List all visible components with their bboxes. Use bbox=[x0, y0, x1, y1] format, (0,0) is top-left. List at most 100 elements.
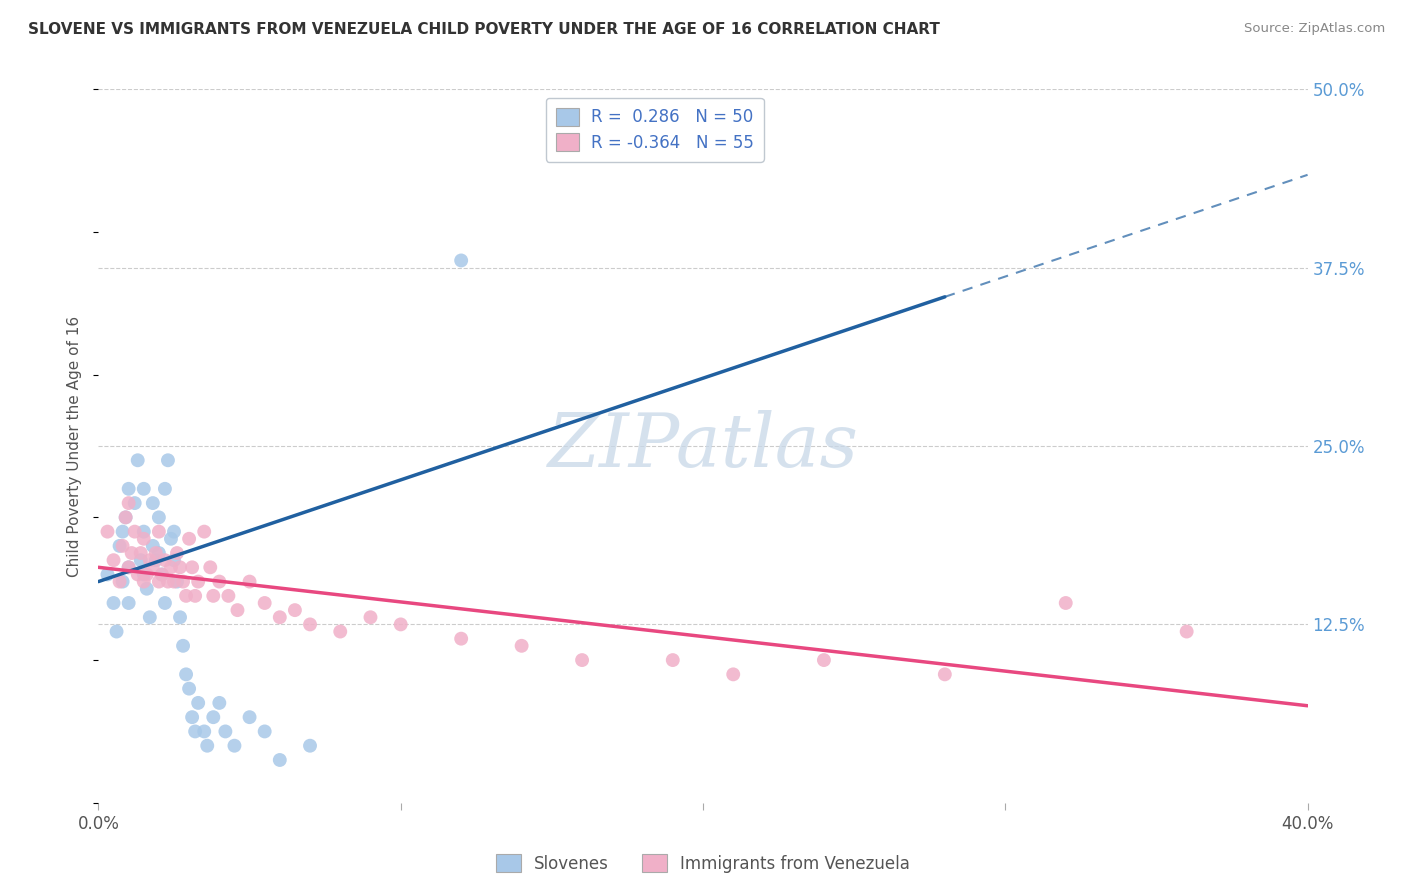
Point bbox=[329, 624, 352, 639]
Point bbox=[200, 560, 222, 574]
Point bbox=[224, 739, 246, 753]
Point bbox=[132, 574, 155, 589]
Point bbox=[813, 653, 835, 667]
Point bbox=[160, 560, 183, 574]
Point bbox=[160, 532, 183, 546]
Point bbox=[127, 453, 149, 467]
Legend: Slovenes, Immigrants from Venezuela: Slovenes, Immigrants from Venezuela bbox=[489, 847, 917, 880]
Point bbox=[111, 524, 134, 539]
Point bbox=[118, 596, 141, 610]
Point bbox=[132, 482, 155, 496]
Point bbox=[202, 589, 225, 603]
Point bbox=[299, 739, 322, 753]
Point bbox=[269, 610, 291, 624]
Point bbox=[1054, 596, 1077, 610]
Point bbox=[179, 532, 201, 546]
Text: ZIPatlas: ZIPatlas bbox=[547, 409, 859, 483]
Point bbox=[96, 524, 118, 539]
Point bbox=[118, 560, 141, 574]
Point bbox=[169, 610, 191, 624]
Point bbox=[103, 553, 125, 567]
Point bbox=[142, 539, 165, 553]
Point bbox=[105, 624, 128, 639]
Point bbox=[723, 667, 745, 681]
Point bbox=[202, 710, 225, 724]
Point bbox=[108, 574, 131, 589]
Point bbox=[139, 610, 162, 624]
Point bbox=[132, 567, 155, 582]
Point bbox=[148, 524, 170, 539]
Point bbox=[150, 567, 173, 582]
Point bbox=[142, 560, 165, 574]
Point bbox=[208, 574, 231, 589]
Point bbox=[172, 639, 194, 653]
Point bbox=[360, 610, 382, 624]
Point bbox=[169, 560, 191, 574]
Point bbox=[571, 653, 593, 667]
Point bbox=[139, 553, 162, 567]
Point bbox=[450, 253, 472, 268]
Point bbox=[124, 496, 146, 510]
Point bbox=[132, 524, 155, 539]
Point bbox=[153, 596, 176, 610]
Point bbox=[208, 696, 231, 710]
Point bbox=[217, 589, 239, 603]
Point bbox=[114, 510, 136, 524]
Point bbox=[193, 524, 215, 539]
Point bbox=[135, 582, 157, 596]
Point bbox=[181, 560, 204, 574]
Legend: R =  0.286   N = 50, R = -0.364   N = 55: R = 0.286 N = 50, R = -0.364 N = 55 bbox=[546, 97, 763, 161]
Point bbox=[121, 546, 143, 560]
Point bbox=[934, 667, 956, 681]
Point bbox=[150, 567, 173, 582]
Point bbox=[1175, 624, 1198, 639]
Point bbox=[129, 546, 152, 560]
Point bbox=[284, 603, 307, 617]
Point bbox=[214, 724, 236, 739]
Point bbox=[187, 574, 209, 589]
Point bbox=[239, 710, 262, 724]
Point bbox=[269, 753, 291, 767]
Point bbox=[187, 696, 209, 710]
Point bbox=[174, 667, 197, 681]
Text: SLOVENE VS IMMIGRANTS FROM VENEZUELA CHILD POVERTY UNDER THE AGE OF 16 CORRELATI: SLOVENE VS IMMIGRANTS FROM VENEZUELA CHI… bbox=[28, 22, 941, 37]
Point bbox=[184, 724, 207, 739]
Point bbox=[118, 496, 141, 510]
Point bbox=[172, 574, 194, 589]
Point bbox=[253, 724, 276, 739]
Point bbox=[510, 639, 533, 653]
Point bbox=[142, 496, 165, 510]
Point bbox=[145, 546, 167, 560]
Point bbox=[723, 111, 745, 125]
Point bbox=[108, 539, 131, 553]
Point bbox=[174, 589, 197, 603]
Point bbox=[132, 532, 155, 546]
Point bbox=[450, 632, 472, 646]
Point bbox=[127, 567, 149, 582]
Point bbox=[145, 553, 167, 567]
Point bbox=[166, 574, 188, 589]
Point bbox=[181, 710, 204, 724]
Point bbox=[163, 574, 186, 589]
Point bbox=[135, 567, 157, 582]
Point bbox=[226, 603, 249, 617]
Point bbox=[111, 574, 134, 589]
Point bbox=[111, 539, 134, 553]
Point bbox=[148, 510, 170, 524]
Point bbox=[299, 617, 322, 632]
Point bbox=[389, 617, 412, 632]
Point bbox=[156, 453, 179, 467]
Point bbox=[129, 553, 152, 567]
Point bbox=[148, 574, 170, 589]
Point bbox=[166, 546, 188, 560]
Point bbox=[195, 739, 218, 753]
Point bbox=[114, 510, 136, 524]
Point bbox=[163, 524, 186, 539]
Text: Source: ZipAtlas.com: Source: ZipAtlas.com bbox=[1244, 22, 1385, 36]
Point bbox=[96, 567, 118, 582]
Point bbox=[163, 553, 186, 567]
Point bbox=[193, 724, 215, 739]
Point bbox=[118, 482, 141, 496]
Point bbox=[184, 589, 207, 603]
Point bbox=[662, 653, 685, 667]
